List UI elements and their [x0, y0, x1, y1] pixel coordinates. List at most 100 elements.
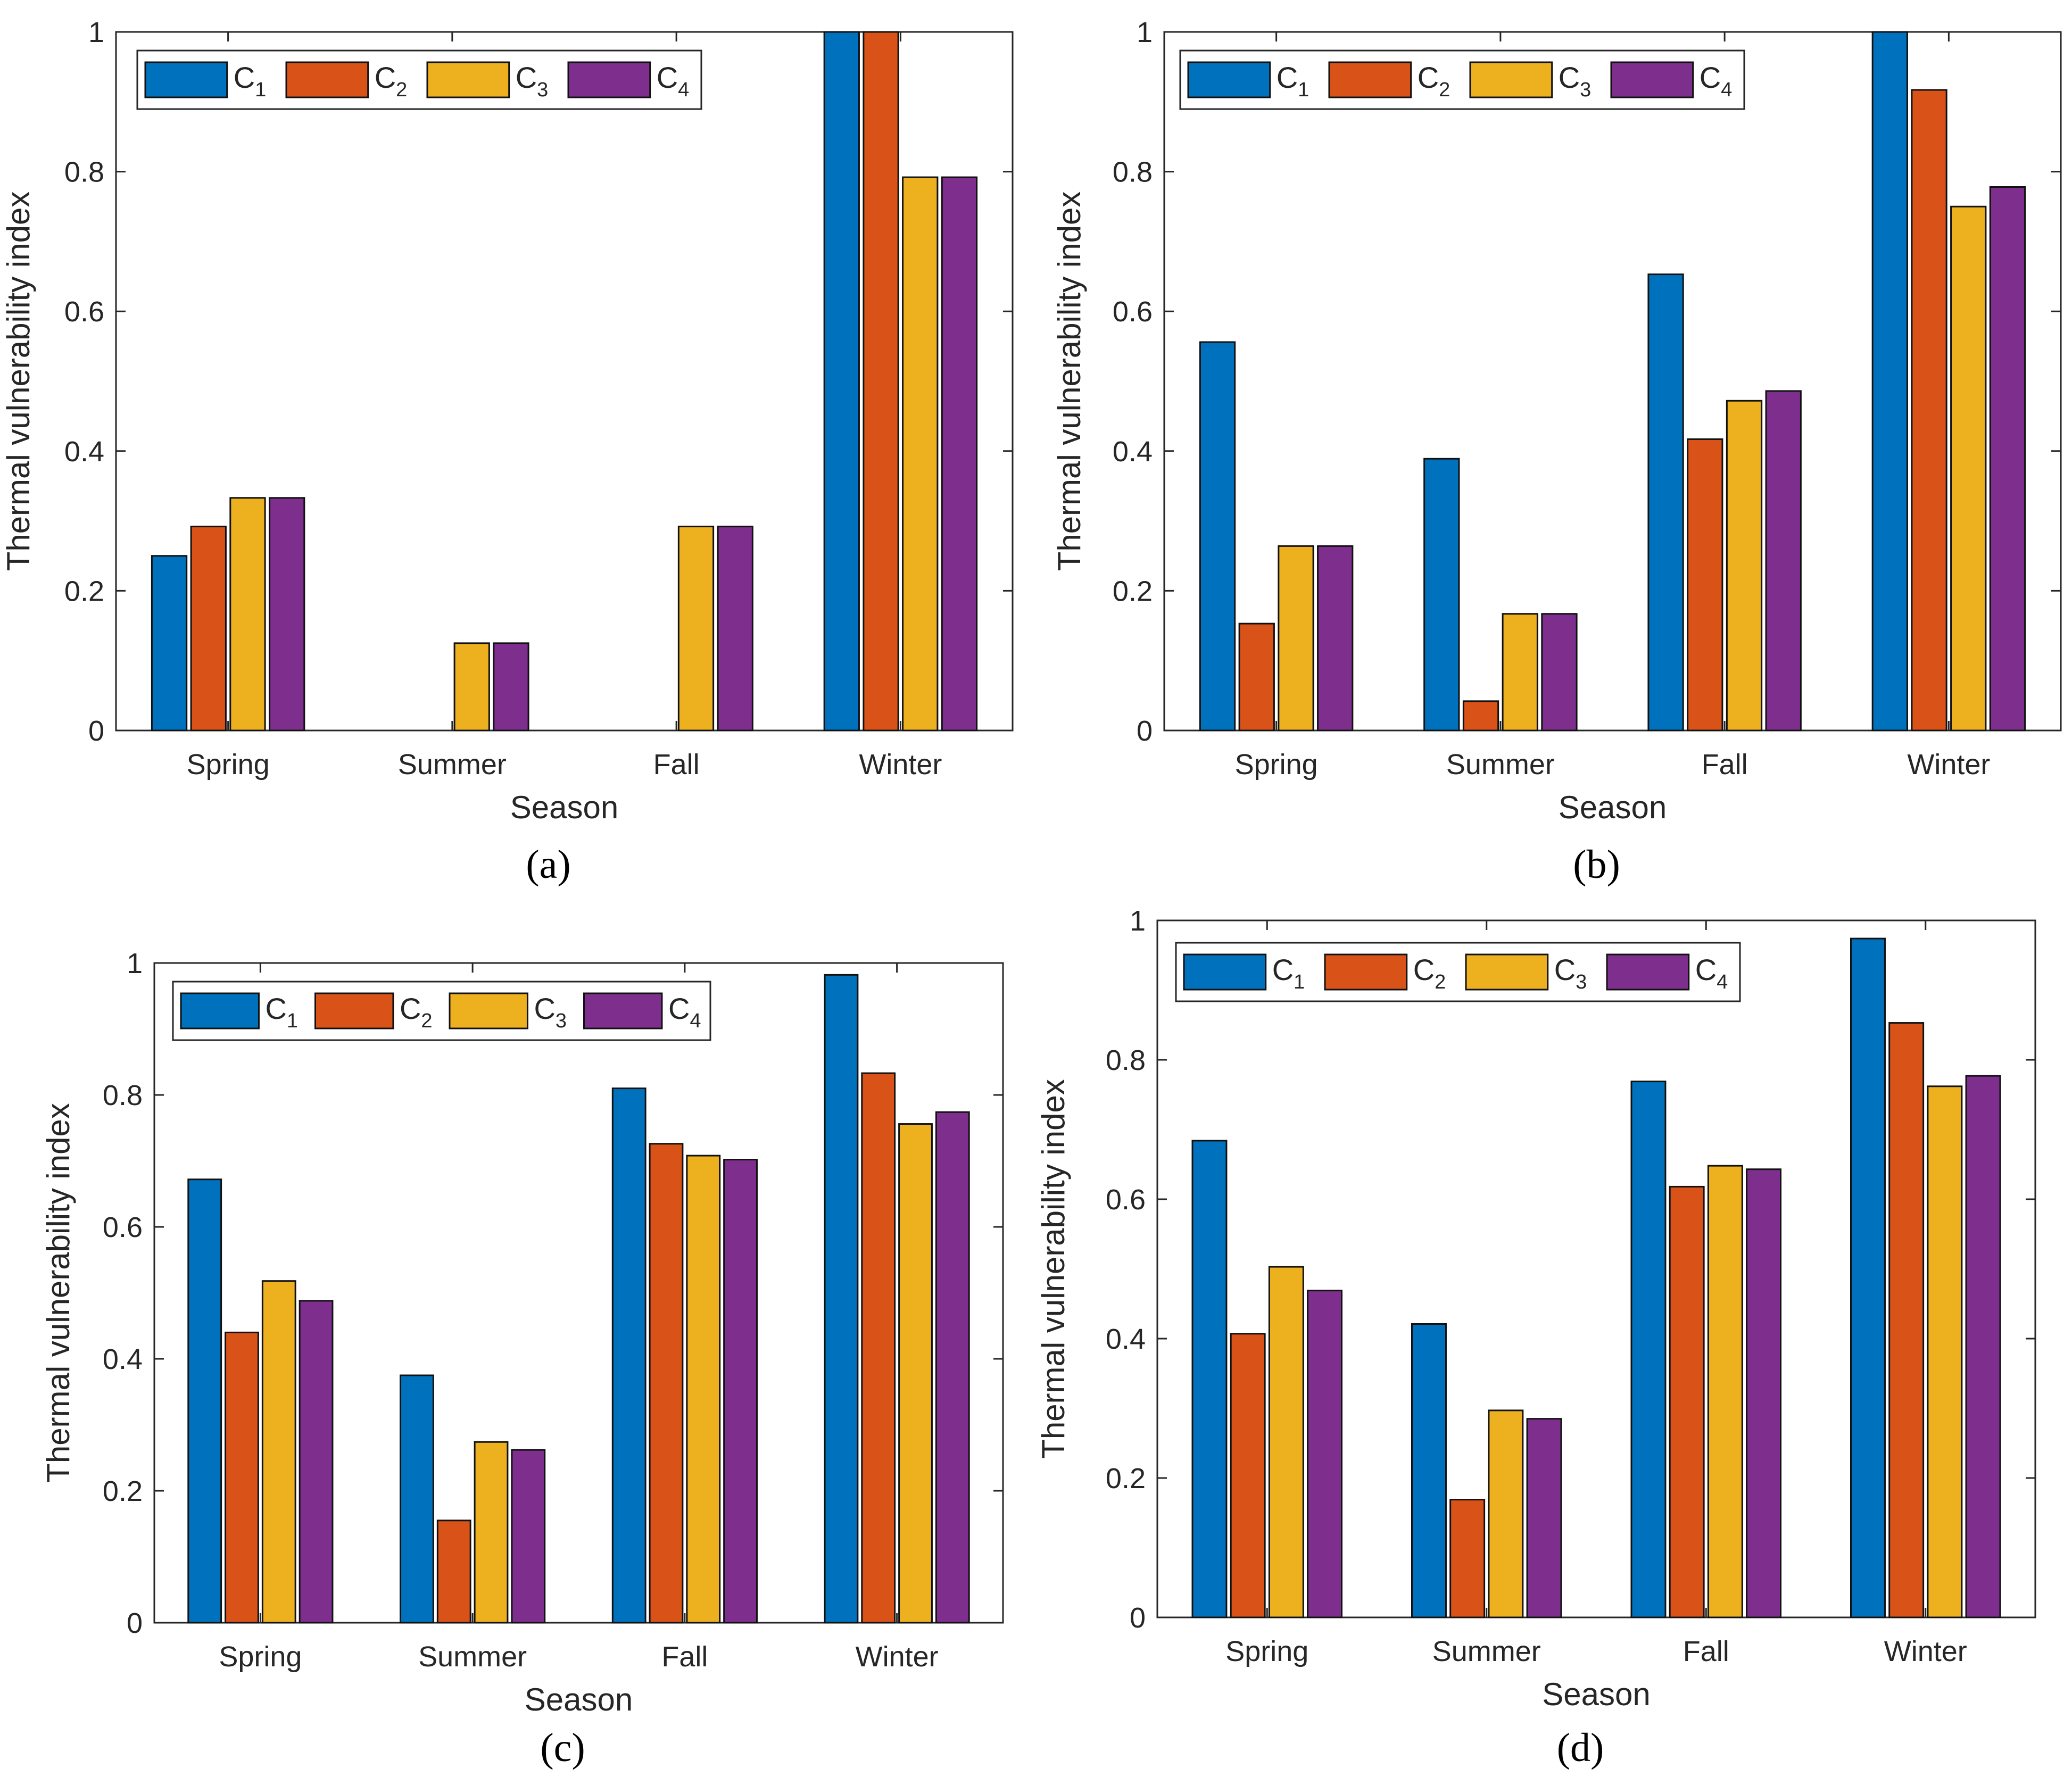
bar-c1-winter: [824, 974, 859, 1624]
bar-c3-spring: [229, 497, 266, 732]
legend-swatch-c4: [1606, 953, 1690, 991]
bar-c4-summer: [511, 1449, 546, 1624]
x-tick-label: Winter: [1884, 1635, 1967, 1667]
legend-swatch-c3: [1465, 953, 1549, 991]
bar-c4-fall: [717, 526, 753, 732]
y-tick-label: 0.2: [103, 1475, 143, 1507]
y-tick-label: 0.4: [64, 436, 104, 468]
legend-label-c2: C2: [1413, 953, 1446, 993]
bar-c4-winter: [1965, 1075, 2001, 1618]
y-axis-title: Thermal vulnerability index: [1051, 192, 1087, 571]
legend-label-c4: C4: [657, 61, 690, 101]
x-tick-label: Summer: [1432, 1635, 1541, 1667]
y-tick-label: 1: [88, 16, 104, 48]
bar-c3-summer: [474, 1441, 509, 1624]
y-tick-label: 0: [1130, 1602, 1146, 1634]
bar-c2-fall: [649, 1143, 684, 1624]
bar-c1-spring: [1199, 341, 1236, 732]
x-tick-label: Summer: [418, 1641, 527, 1673]
bar-c1-fall: [1630, 1081, 1667, 1618]
y-tick-label: 0.8: [64, 156, 104, 188]
chart-panel-c: 0 0.2 0.4 0.6 0.8 1 Spring Summer Fall Winter Seas…: [40, 948, 1004, 1770]
legend-swatch-c2: [1328, 61, 1412, 98]
y-tick-label: 0.6: [103, 1211, 143, 1243]
bar-c2-winter: [863, 31, 899, 732]
chart-panel-a: 0 0.2 0.4 0.6 0.8 1 Spring Summer Fall Winter Seas…: [1, 16, 1014, 887]
bar-c3-fall: [677, 526, 715, 732]
bar-c3-spring: [1268, 1266, 1304, 1618]
legend-swatch-c3: [426, 61, 510, 98]
bar-c2-spring: [1238, 622, 1275, 732]
bar-c1-spring: [151, 555, 188, 732]
legend-swatch-c1: [1187, 61, 1271, 98]
legend-label-c2: C2: [400, 992, 433, 1032]
y-tick-label: 0.2: [1113, 575, 1153, 607]
legend-label-c3: C3: [516, 61, 549, 101]
y-axis-title: Thermal vulnerability index: [1035, 1079, 1071, 1459]
legend-swatch-c1: [180, 992, 260, 1030]
legend-swatch-c2: [1324, 953, 1408, 991]
x-tick-label: Spring: [219, 1641, 302, 1673]
x-tick-label: Fall: [661, 1641, 708, 1673]
bar-c4-winter: [935, 1111, 970, 1624]
bar-c1-fall: [1647, 273, 1684, 732]
y-tick-label: 1: [1137, 16, 1153, 48]
legend-label-c2: C2: [375, 61, 408, 101]
y-tick-label: 0.4: [103, 1343, 143, 1375]
legend-swatch-c1: [144, 61, 228, 98]
bar-c1-winter: [823, 31, 860, 732]
y-tick-label: 0.4: [1106, 1323, 1146, 1355]
bar-c4-spring: [1317, 545, 1354, 732]
panel-label: (b): [1573, 842, 1620, 887]
panel-label: (d): [1557, 1725, 1604, 1770]
bar-c3-winter: [902, 176, 939, 732]
y-tick-label: 1: [1130, 905, 1146, 937]
bar-c4-fall: [1765, 390, 1802, 732]
bar-c3-winter: [898, 1123, 933, 1624]
bar-c3-fall: [1707, 1165, 1743, 1618]
bar-c2-spring: [225, 1331, 259, 1624]
x-axis-title: Season: [525, 1682, 633, 1717]
x-tick-label: Fall: [1683, 1635, 1729, 1667]
bar-c2-spring: [190, 526, 227, 732]
legend-label-c4: C4: [1700, 61, 1733, 101]
bar-c3-winter: [1927, 1085, 1963, 1618]
bar-c2-winter: [861, 1072, 896, 1624]
legend-label-c1: C1: [1277, 61, 1309, 101]
legend-label-c3: C3: [534, 992, 567, 1032]
x-tick-label: Spring: [187, 749, 270, 781]
bar-c3-fall: [1726, 400, 1763, 732]
legend-label-c4: C4: [668, 992, 701, 1032]
y-tick-label: 0.2: [64, 575, 104, 607]
x-axis-title: Season: [510, 790, 619, 825]
bar-c3-summer: [1488, 1409, 1524, 1618]
y-axis-title: Thermal vulnerability index: [1, 192, 36, 571]
bar-c3-winter: [1950, 205, 1987, 732]
legend-swatch-c4: [1610, 61, 1694, 98]
bar-c4-winter: [941, 176, 978, 732]
bar-c2-fall: [1669, 1185, 1705, 1618]
bar-c4-spring: [299, 1300, 334, 1624]
bar-c4-summer: [1526, 1418, 1562, 1618]
legend-swatch-c3: [449, 992, 528, 1030]
bar-c1-summer: [1411, 1323, 1447, 1618]
x-tick-label: Fall: [653, 749, 700, 781]
y-tick-label: 0: [88, 715, 104, 747]
x-tick-label: Winter: [856, 1641, 939, 1673]
bar-c2-winter: [1911, 89, 1947, 732]
legend-swatch-c4: [583, 992, 663, 1030]
legend: C1 C2 C3 C4: [1175, 942, 1741, 1002]
legend-label-c2: C2: [1418, 61, 1451, 101]
bar-c2-fall: [1687, 438, 1723, 732]
bar-c4-winter: [1989, 186, 2026, 732]
panel-label: (c): [540, 1725, 585, 1770]
bar-c1-fall: [611, 1087, 647, 1624]
bar-c4-fall: [1746, 1168, 1781, 1618]
x-tick-label: Summer: [1446, 749, 1555, 781]
y-tick-label: 0.2: [1106, 1463, 1146, 1495]
bar-c4-spring: [1307, 1290, 1342, 1618]
bar-c1-spring: [187, 1178, 222, 1624]
bar-c4-spring: [269, 497, 305, 732]
bar-c1-summer: [1423, 458, 1460, 732]
